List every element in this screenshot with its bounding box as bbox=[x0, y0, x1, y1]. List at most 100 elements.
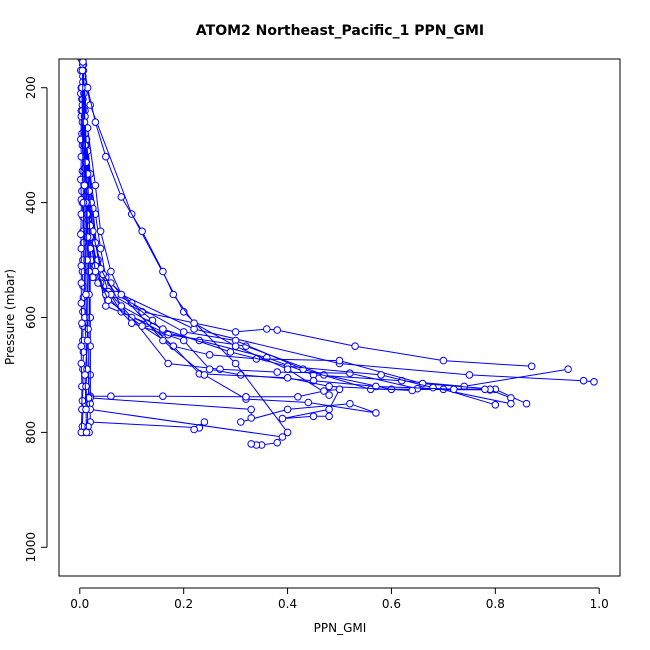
data-point bbox=[169, 290, 178, 299]
data-point bbox=[96, 227, 105, 236]
data-point bbox=[77, 359, 86, 368]
data-point bbox=[79, 59, 87, 66]
data-point bbox=[200, 371, 209, 379]
series-line bbox=[82, 70, 252, 418]
data-point bbox=[247, 414, 255, 422]
data-point bbox=[304, 398, 313, 407]
data-point bbox=[247, 405, 255, 414]
data-point bbox=[335, 356, 344, 365]
data-point bbox=[179, 328, 188, 336]
data-point bbox=[200, 418, 209, 426]
data-point bbox=[283, 365, 292, 374]
data-point bbox=[237, 371, 245, 379]
series-line bbox=[82, 59, 330, 396]
data-point bbox=[351, 342, 359, 351]
y-tick-label: 600 bbox=[24, 306, 38, 329]
data-point bbox=[429, 383, 437, 392]
data-point bbox=[80, 181, 89, 190]
series-18 bbox=[79, 59, 287, 449]
data-point bbox=[82, 290, 90, 299]
data-point bbox=[117, 290, 126, 299]
data-point bbox=[205, 351, 214, 359]
data-point bbox=[579, 376, 588, 385]
series-13 bbox=[79, 66, 380, 426]
data-point bbox=[372, 382, 380, 391]
data-point bbox=[82, 405, 90, 414]
data-point bbox=[278, 433, 287, 441]
x-axis: 0.0 0.2 0.4 0.6 0.8 1.0 bbox=[70, 587, 609, 611]
data-point bbox=[247, 440, 255, 448]
data-point bbox=[104, 296, 113, 305]
x-tick-label: 0.6 bbox=[382, 597, 401, 611]
x-tick-label: 0.4 bbox=[278, 597, 297, 611]
data-point bbox=[79, 198, 88, 207]
data-point bbox=[320, 387, 328, 395]
data-point bbox=[127, 319, 136, 328]
y-axis: 200 400 600 800 1000 bbox=[24, 76, 48, 563]
data-point bbox=[190, 425, 198, 434]
x-tick-label: 0.0 bbox=[70, 597, 89, 611]
data-point bbox=[346, 369, 354, 378]
data-point bbox=[377, 371, 385, 379]
data-point bbox=[231, 328, 240, 336]
data-point bbox=[481, 385, 489, 394]
data-point bbox=[231, 342, 240, 351]
data-point bbox=[372, 409, 380, 417]
data-point bbox=[107, 267, 115, 276]
data-point bbox=[283, 374, 292, 382]
data-point bbox=[335, 385, 344, 394]
data-point bbox=[325, 405, 333, 414]
data-point bbox=[278, 414, 287, 423]
data-point bbox=[294, 393, 302, 401]
data-point bbox=[522, 399, 531, 408]
plot-frame bbox=[58, 58, 621, 577]
data-point bbox=[179, 336, 188, 345]
data-point bbox=[77, 262, 86, 270]
y-tick-label: 400 bbox=[24, 191, 38, 214]
data-point bbox=[283, 428, 292, 437]
data-point bbox=[439, 356, 448, 365]
data-point bbox=[190, 319, 198, 328]
data-point bbox=[564, 365, 572, 374]
x-tick-label: 1.0 bbox=[590, 597, 609, 611]
data-point bbox=[82, 428, 91, 437]
data-point bbox=[82, 382, 90, 391]
data-point bbox=[226, 348, 235, 356]
data-point bbox=[81, 371, 89, 379]
series-line bbox=[82, 64, 288, 433]
data-point bbox=[263, 325, 271, 333]
data-point bbox=[507, 399, 515, 408]
data-point bbox=[309, 412, 318, 421]
data-point bbox=[273, 438, 282, 447]
data-point bbox=[78, 66, 87, 75]
data-point bbox=[159, 336, 167, 345]
data-point bbox=[325, 412, 333, 421]
data-point bbox=[91, 181, 100, 190]
series-line bbox=[82, 64, 569, 387]
data-point bbox=[491, 401, 500, 409]
y-axis-label: Pressure (mbar) bbox=[3, 269, 17, 365]
data-point bbox=[83, 336, 92, 345]
data-point bbox=[77, 299, 86, 307]
data-point bbox=[77, 244, 86, 253]
data-point bbox=[138, 322, 146, 330]
data-point bbox=[273, 326, 282, 334]
series-14 bbox=[79, 59, 333, 399]
data-point bbox=[465, 371, 474, 379]
data-point bbox=[117, 302, 126, 310]
series-10 bbox=[79, 95, 489, 394]
data-point bbox=[117, 193, 126, 201]
chart-title: ATOM2 Northeast_Pacific_1 PPN_GMI bbox=[196, 23, 484, 39]
data-point bbox=[283, 405, 292, 414]
data-point bbox=[96, 244, 105, 253]
y-tick-label: 1000 bbox=[24, 532, 38, 563]
x-tick-label: 0.2 bbox=[174, 597, 193, 611]
series-line bbox=[82, 70, 377, 423]
data-point bbox=[237, 418, 245, 426]
data-point bbox=[91, 118, 100, 126]
data-point bbox=[242, 393, 250, 401]
data-point bbox=[325, 382, 333, 391]
data-point bbox=[231, 359, 240, 368]
data-point bbox=[159, 267, 167, 276]
